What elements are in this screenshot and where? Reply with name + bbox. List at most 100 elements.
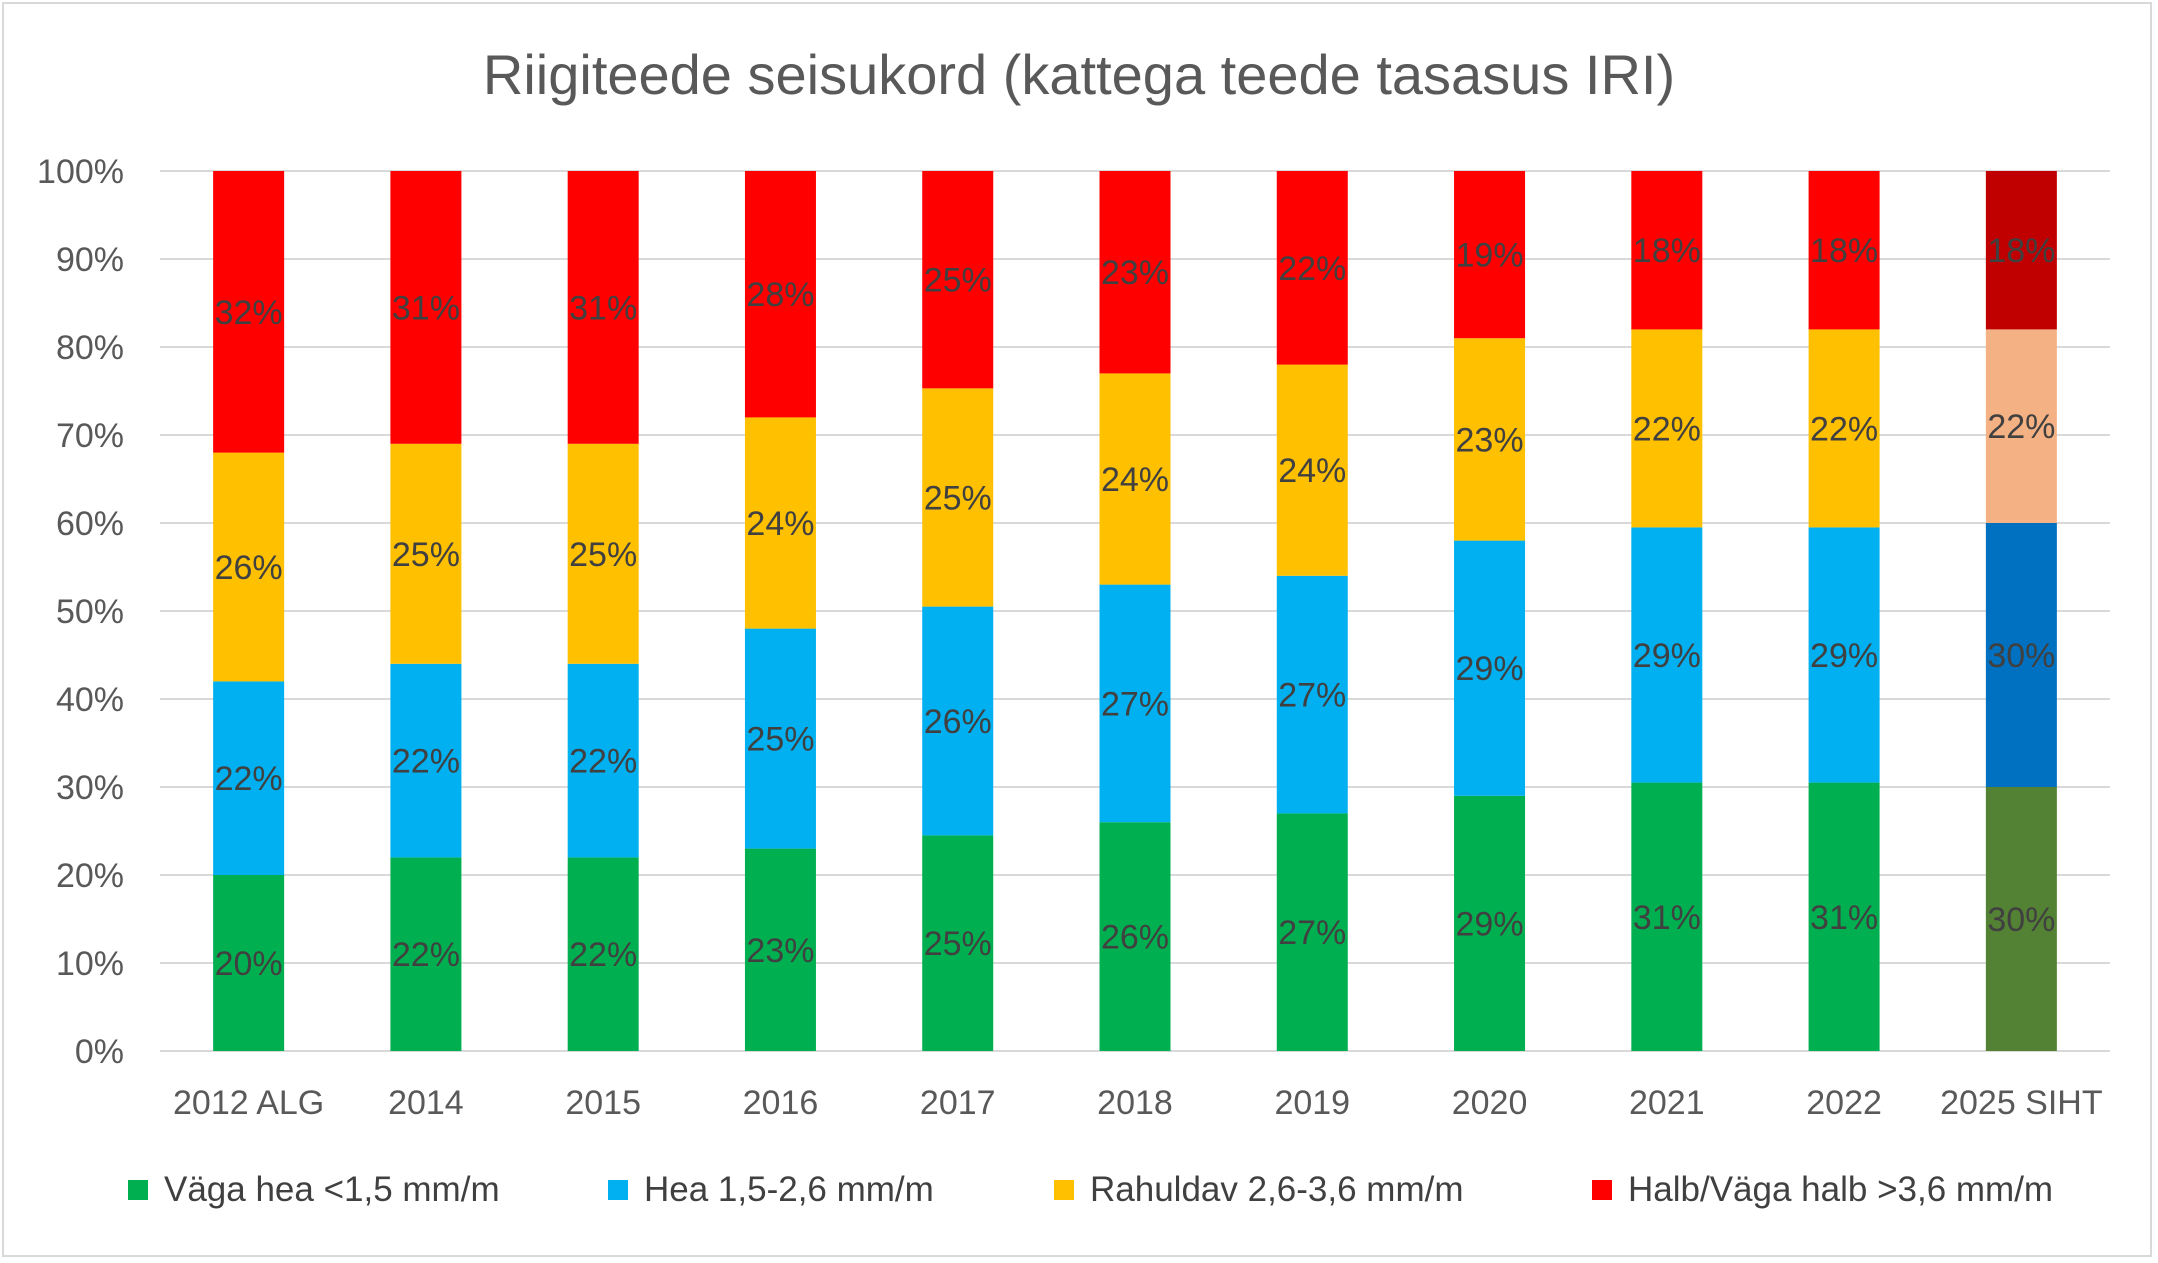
legend-swatch: [1592, 1180, 1612, 1200]
data-label: 18%: [1633, 232, 1701, 270]
x-tick-label: 2018: [1097, 1084, 1173, 1122]
bar-segment: [1454, 171, 1526, 339]
y-tick-label: 30%: [56, 769, 124, 807]
bar-segment: [744, 171, 816, 418]
data-label: 30%: [1987, 637, 2055, 675]
x-tick-label: 2017: [920, 1084, 996, 1122]
y-tick-label: 90%: [56, 241, 124, 279]
legend-label: Halb/Väga halb >3,6 mm/m: [1628, 1170, 2054, 1209]
data-label: 24%: [746, 505, 814, 543]
x-tick-label: 2014: [388, 1084, 464, 1122]
data-label: 25%: [924, 479, 992, 517]
y-tick-label: 80%: [56, 329, 124, 367]
data-label: 25%: [569, 536, 637, 574]
data-label: 31%: [1633, 899, 1701, 937]
bar-segment: [390, 857, 462, 1051]
data-label: 25%: [746, 721, 814, 759]
data-label: 18%: [1810, 232, 1878, 270]
bar-segment: [1808, 329, 1880, 528]
x-tick-label: 2015: [565, 1084, 641, 1122]
data-label: 26%: [924, 703, 992, 741]
data-label: 22%: [1810, 410, 1878, 448]
bar-segment: [390, 443, 462, 664]
data-label: 31%: [392, 289, 460, 327]
y-tick-label: 70%: [56, 417, 124, 455]
bar-segment: [1808, 171, 1880, 330]
bar-segment: [922, 388, 994, 607]
data-label: 22%: [569, 936, 637, 974]
data-label: 22%: [1278, 250, 1346, 288]
data-label: 18%: [1987, 232, 2055, 270]
bar-segment: [1099, 373, 1171, 585]
bar-segment: [390, 663, 462, 858]
data-label: 20%: [215, 945, 283, 983]
legend-item-halb: Halb/Väga halb >3,6 mm/m: [1592, 1170, 2053, 1210]
bar-segment: [1985, 787, 2057, 1051]
x-tick-label: 2025 SIHT: [1940, 1084, 2103, 1122]
data-label: 24%: [1278, 452, 1346, 490]
y-axis-tick-labels: 0% 10% 20% 30% 40% 50% 60% 70% 80% 90% 100%: [37, 153, 124, 1071]
bar-segment: [213, 681, 285, 875]
x-tick-label: 2022: [1806, 1084, 1882, 1122]
data-label: 27%: [1101, 685, 1169, 723]
data-labels: 20% 22% 26% 32% 22% 22% 25% 31% 22% 22% 25% 31% 23% 2…: [215, 232, 2056, 983]
data-label: 26%: [1101, 919, 1169, 957]
bar-segment: [1985, 171, 2057, 330]
bar-segment: [1808, 782, 1880, 1051]
y-tick-label: 10%: [56, 945, 124, 983]
legend-label: Väga hea <1,5 mm/m: [164, 1170, 500, 1209]
bar-segment: [1276, 364, 1348, 576]
chart-title: Riigiteede seisukord (kattega teede tasa…: [482, 43, 1676, 106]
legend-label: Hea 1,5-2,6 mm/m: [644, 1170, 934, 1209]
legend: Väga hea <1,5 mm/m Hea 1,5-2,6 mm/m Rahu…: [0, 1170, 2158, 1230]
legend-swatch: [128, 1180, 148, 1200]
data-label: 27%: [1278, 914, 1346, 952]
bar-segment: [1631, 329, 1703, 528]
data-label: 29%: [1456, 650, 1524, 688]
bar-segment: [744, 417, 816, 629]
data-label: 27%: [1278, 677, 1346, 715]
bar-segment: [567, 663, 639, 858]
data-label: 23%: [1456, 421, 1524, 459]
bar-segment: [1808, 527, 1880, 783]
bar-segment: [213, 452, 285, 682]
bar-segment: [567, 171, 639, 444]
data-label: 29%: [1810, 637, 1878, 675]
data-label: 22%: [1633, 410, 1701, 448]
bar-segment: [213, 171, 285, 453]
bar-segment: [1631, 171, 1703, 330]
bar-segment: [213, 875, 285, 1051]
bar-segment: [390, 171, 462, 444]
bar-segment: [1276, 813, 1348, 1051]
data-label: 22%: [569, 743, 637, 781]
bar-segment: [1454, 795, 1526, 1051]
x-tick-label: 2019: [1274, 1084, 1350, 1122]
bar-segment: [1454, 540, 1526, 796]
bar-segment: [1276, 575, 1348, 814]
bar-segment: [1099, 584, 1171, 823]
data-label: 23%: [746, 932, 814, 970]
data-label: 25%: [924, 925, 992, 963]
data-label: 25%: [924, 262, 992, 300]
data-label: 30%: [1987, 901, 2055, 939]
data-label: 24%: [1101, 461, 1169, 499]
x-tick-label: 2021: [1629, 1084, 1705, 1122]
data-label: 22%: [392, 743, 460, 781]
bar-segment: [567, 443, 639, 664]
bar-segment: [744, 628, 816, 849]
bar-segment: [922, 606, 994, 836]
data-label: 29%: [1633, 637, 1701, 675]
data-label: 22%: [1987, 408, 2055, 446]
y-tick-label: 60%: [56, 505, 124, 543]
legend-swatch: [608, 1180, 628, 1200]
legend-swatch: [1054, 1180, 1074, 1200]
x-tick-label: 2016: [743, 1084, 819, 1122]
bar-segment: [922, 171, 994, 389]
bar-segment: [744, 848, 816, 1051]
x-axis-tick-labels: 2012 ALG 2014 2015 2016 2017 2018 2019 2020 2021…: [173, 1084, 2103, 1122]
bar-segment: [1985, 329, 2057, 523]
bar-segment: [567, 857, 639, 1051]
data-label: 26%: [215, 549, 283, 587]
